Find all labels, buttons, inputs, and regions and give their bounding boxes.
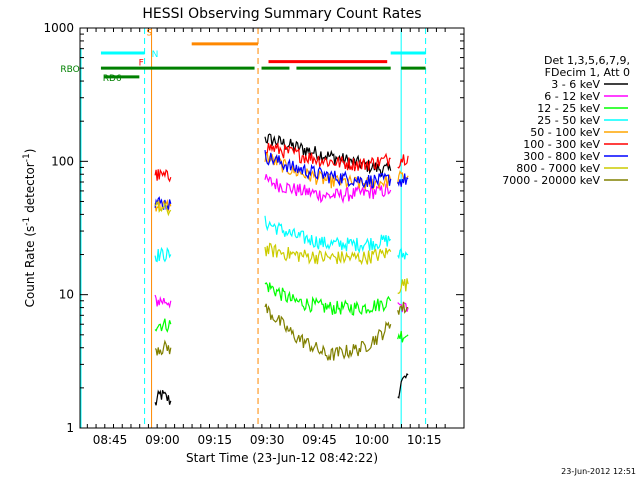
chart-title: HESSI Observing Summary Count Rates	[142, 6, 421, 22]
legend-header: FDecim 1, Att 0	[545, 66, 630, 79]
series-line-5	[264, 142, 391, 172]
legend-entry-label: 100 - 300 keV	[523, 138, 600, 151]
series-line-7	[154, 201, 172, 217]
y-tick-label: 10	[59, 288, 74, 302]
x-tick-label: 09:15	[197, 433, 232, 447]
flag-bars	[100, 42, 426, 79]
legend-entry-label: 12 - 25 keV	[537, 102, 600, 115]
series-line-2	[397, 330, 409, 343]
flag-label-rbo: RBO	[60, 65, 79, 75]
plot-frame	[79, 27, 465, 429]
plot-area	[80, 28, 427, 428]
series-line-3	[264, 215, 392, 254]
series-line-7	[397, 278, 409, 295]
legend-entry-label: 6 - 12 keV	[544, 90, 600, 103]
y-tick-label: 100	[51, 154, 74, 168]
y-axis: 1 10 100 1000	[43, 21, 464, 435]
series-line-0	[154, 389, 172, 406]
flag-labels: S FN RBO RD6	[60, 28, 158, 83]
x-axis: 08:45 09:00 09:15 09:30 09:45 10:00 10:15	[86, 28, 446, 447]
legend-entry-label: 3 - 6 keV	[551, 78, 600, 91]
legend-entry-label: 800 - 7000 keV	[516, 162, 600, 175]
series-line-3	[397, 247, 409, 260]
series-line-4	[397, 170, 409, 185]
series-line-5	[154, 168, 172, 183]
flag-label-n: N	[152, 50, 159, 60]
x-tick-label: 08:45	[93, 433, 128, 447]
series-line-6	[397, 173, 409, 187]
series-line-6	[154, 196, 172, 210]
x-tick-label: 10:15	[407, 433, 442, 447]
y-tick-label: 1	[66, 421, 74, 435]
series-line-0	[264, 133, 392, 177]
flag-label-f: F	[139, 59, 144, 69]
series-line-6	[264, 150, 392, 189]
legend-entry-label: 7000 - 20000 keV	[502, 174, 600, 187]
legend-header: Det 1,3,5,6,7,9,	[544, 54, 630, 67]
y-tick-label: 1000	[43, 21, 74, 35]
timestamp: 23-Jun-2012 12:51	[561, 467, 636, 476]
x-tick-label: 09:45	[302, 433, 337, 447]
series-line-8	[264, 303, 392, 361]
series-line-1	[154, 294, 172, 309]
legend-entry-label: 50 - 100 keV	[530, 126, 600, 139]
x-axis-label: Start Time (23-Jun-12 08:42:22)	[186, 451, 378, 465]
x-tick-label: 10:00	[355, 433, 390, 447]
flag-label-rd6: RD6	[103, 74, 122, 84]
series-line-2	[154, 318, 172, 333]
y-axis-label: Count Rate (s-1 detector-1)	[22, 149, 37, 308]
series-line-5	[397, 154, 409, 169]
series-line-8	[397, 301, 409, 315]
legend: Det 1,3,5,6,7,9,FDecim 1, Att 03 - 6 keV…	[502, 54, 630, 187]
series-line-0	[397, 372, 409, 399]
legend-entry-label: 25 - 50 keV	[537, 114, 600, 127]
legend-entry-label: 300 - 800 keV	[523, 150, 600, 163]
series-line-7	[264, 242, 392, 266]
series-line-8	[154, 339, 172, 356]
flag-label-s: S	[146, 28, 152, 38]
series-group	[154, 133, 409, 406]
x-tick-label: 09:30	[250, 433, 285, 447]
series-line-2	[264, 281, 392, 316]
series-line-1	[264, 174, 392, 204]
series-line-3	[154, 246, 172, 263]
x-tick-label: 09:00	[145, 433, 180, 447]
